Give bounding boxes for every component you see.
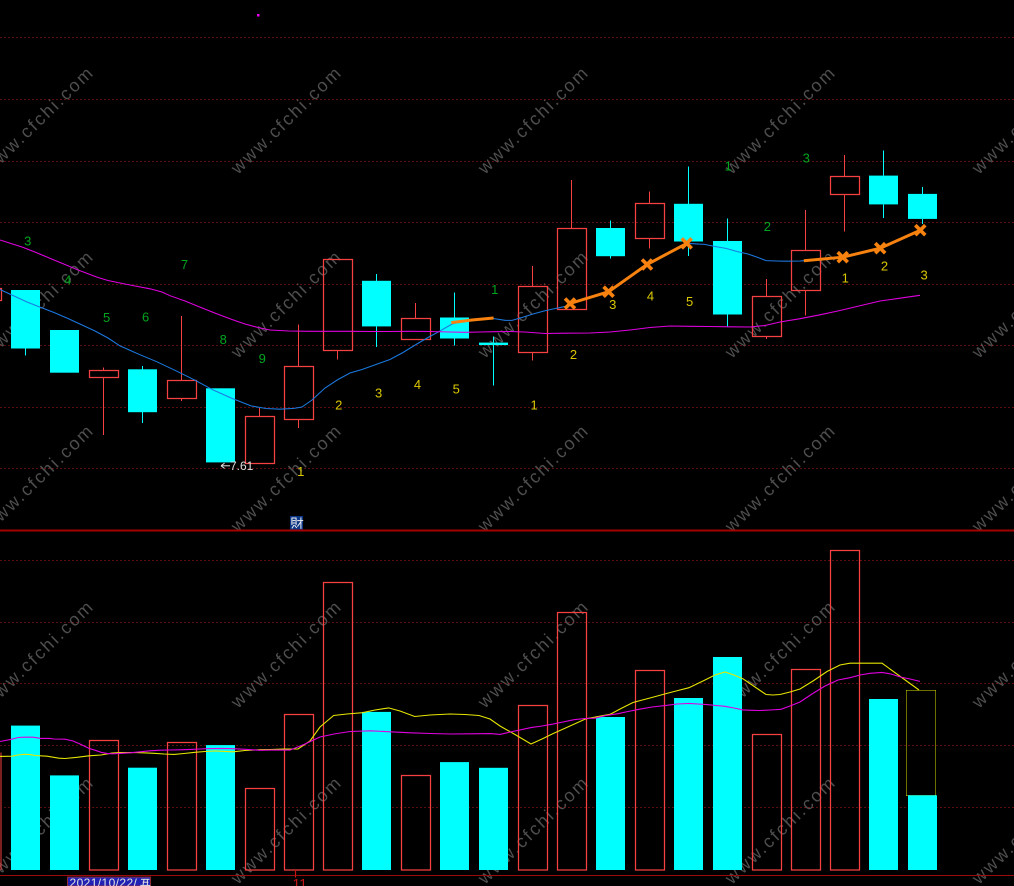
svg-text:2: 2 — [881, 259, 888, 274]
svg-text:7.61: 7.61 — [230, 459, 254, 473]
svg-text:2: 2 — [335, 397, 342, 412]
svg-text:5: 5 — [686, 294, 693, 309]
svg-text:1: 1 — [725, 159, 732, 174]
svg-text:11: 11 — [293, 876, 308, 886]
svg-text:3: 3 — [609, 297, 616, 312]
svg-text:4: 4 — [414, 377, 421, 392]
svg-text:3: 3 — [375, 386, 382, 401]
svg-text:7: 7 — [181, 257, 188, 272]
svg-text:5: 5 — [453, 382, 460, 397]
svg-text:4: 4 — [64, 273, 71, 288]
svg-text:2021/10/22/: 2021/10/22/ — [70, 876, 138, 886]
svg-text:4: 4 — [647, 289, 654, 304]
svg-text:2: 2 — [764, 219, 771, 234]
svg-text:8: 8 — [220, 332, 227, 347]
svg-text:9: 9 — [259, 351, 266, 366]
svg-text:3: 3 — [920, 268, 927, 283]
svg-text:6: 6 — [142, 310, 149, 325]
svg-text:1: 1 — [530, 397, 537, 412]
svg-text:1: 1 — [491, 282, 498, 297]
svg-text:5: 5 — [103, 310, 110, 325]
svg-text:1: 1 — [842, 271, 849, 286]
svg-text:2: 2 — [570, 347, 577, 362]
svg-text:3: 3 — [803, 151, 810, 166]
svg-text:3: 3 — [24, 234, 31, 249]
svg-text:1: 1 — [297, 464, 304, 479]
